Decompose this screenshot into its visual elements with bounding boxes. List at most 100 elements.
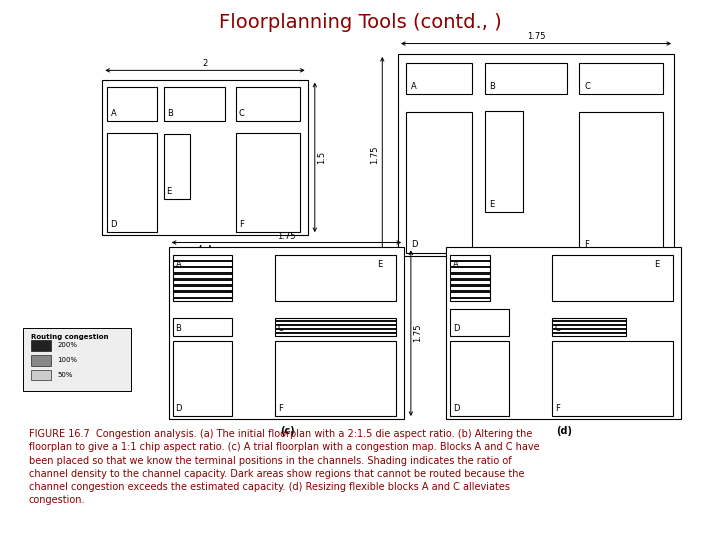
Bar bbox=[580, 112, 663, 253]
Text: D: D bbox=[410, 240, 417, 249]
Bar bbox=[485, 111, 523, 212]
Text: B: B bbox=[176, 323, 181, 333]
Text: C: C bbox=[278, 323, 284, 333]
Bar bbox=[580, 63, 663, 94]
Bar bbox=[549, 308, 617, 326]
Bar bbox=[485, 63, 567, 94]
Bar bbox=[173, 255, 232, 301]
Text: E: E bbox=[166, 187, 171, 195]
Bar bbox=[164, 87, 225, 121]
Bar bbox=[450, 284, 490, 287]
Bar bbox=[552, 324, 626, 326]
Text: 50%: 50% bbox=[58, 372, 73, 379]
Text: A: A bbox=[410, 82, 416, 91]
Bar bbox=[272, 308, 404, 326]
Bar bbox=[173, 341, 232, 416]
Bar bbox=[168, 308, 236, 325]
Bar bbox=[173, 278, 232, 281]
Bar bbox=[446, 307, 681, 330]
Text: 1.75: 1.75 bbox=[370, 146, 379, 164]
Bar bbox=[239, 312, 269, 340]
Text: E: E bbox=[654, 260, 660, 269]
Bar bbox=[173, 284, 232, 287]
Text: (a): (a) bbox=[197, 246, 212, 255]
Bar bbox=[275, 255, 396, 301]
Text: A: A bbox=[111, 109, 117, 118]
Text: D: D bbox=[453, 404, 459, 413]
Bar bbox=[275, 341, 396, 416]
Text: C: C bbox=[555, 323, 561, 333]
Text: F: F bbox=[278, 404, 282, 413]
Text: 1.75: 1.75 bbox=[527, 32, 545, 41]
Text: E: E bbox=[377, 260, 382, 269]
Text: C: C bbox=[584, 82, 590, 91]
Text: B: B bbox=[167, 109, 173, 118]
Bar bbox=[30, 370, 50, 381]
Bar bbox=[235, 87, 300, 121]
Bar bbox=[450, 278, 490, 281]
Text: (d): (d) bbox=[557, 426, 572, 436]
Text: (b): (b) bbox=[528, 268, 545, 278]
Bar bbox=[275, 318, 396, 336]
Bar bbox=[450, 272, 490, 275]
Bar bbox=[168, 307, 404, 330]
Text: D: D bbox=[111, 220, 117, 229]
Bar bbox=[107, 132, 157, 232]
Bar bbox=[450, 266, 490, 268]
Bar bbox=[173, 272, 232, 275]
Text: 2: 2 bbox=[202, 59, 207, 68]
Bar bbox=[398, 54, 674, 256]
Text: F: F bbox=[555, 404, 559, 413]
Text: E: E bbox=[490, 200, 495, 209]
Bar bbox=[275, 332, 396, 334]
Bar bbox=[406, 63, 472, 94]
Bar bbox=[275, 328, 396, 330]
Bar bbox=[173, 260, 232, 262]
Bar bbox=[275, 324, 396, 326]
Bar bbox=[450, 255, 490, 301]
Bar bbox=[450, 341, 509, 416]
Bar bbox=[406, 112, 472, 253]
Bar bbox=[450, 309, 509, 336]
Bar bbox=[236, 307, 272, 419]
Text: 1.5: 1.5 bbox=[317, 151, 326, 164]
Bar bbox=[450, 260, 490, 262]
Text: 1.75: 1.75 bbox=[277, 232, 296, 240]
Bar bbox=[173, 266, 232, 268]
Bar bbox=[552, 341, 673, 416]
Bar bbox=[102, 80, 307, 235]
Bar bbox=[552, 328, 626, 330]
Text: 200%: 200% bbox=[58, 342, 77, 348]
Bar bbox=[164, 133, 189, 199]
Text: D: D bbox=[176, 404, 182, 413]
Bar bbox=[513, 307, 549, 419]
Bar bbox=[552, 255, 673, 301]
Text: A: A bbox=[176, 260, 181, 269]
Text: Routing congestion: Routing congestion bbox=[30, 334, 108, 341]
Bar bbox=[239, 375, 269, 395]
Bar bbox=[30, 355, 50, 366]
Bar bbox=[236, 307, 272, 330]
Text: Floorplanning Tools (contd., ): Floorplanning Tools (contd., ) bbox=[219, 14, 501, 32]
Bar bbox=[552, 332, 626, 334]
Text: C: C bbox=[239, 109, 245, 118]
Bar bbox=[516, 360, 546, 389]
Text: F: F bbox=[584, 240, 589, 249]
Bar bbox=[239, 348, 269, 370]
Text: B: B bbox=[490, 82, 495, 91]
Bar bbox=[450, 291, 490, 293]
Bar bbox=[173, 291, 232, 293]
Text: 1.75: 1.75 bbox=[413, 324, 423, 342]
Bar bbox=[552, 318, 626, 336]
Text: FIGURE 16.7  Congestion analysis. (a) The initial floorplan with a 2:1.5 die asp: FIGURE 16.7 Congestion analysis. (a) The… bbox=[29, 429, 539, 505]
Bar bbox=[107, 87, 157, 121]
Bar bbox=[450, 296, 490, 299]
Text: (c): (c) bbox=[280, 426, 294, 436]
Bar bbox=[235, 132, 300, 232]
Bar bbox=[173, 318, 232, 336]
Bar bbox=[513, 307, 549, 330]
Text: 100%: 100% bbox=[58, 357, 78, 363]
Bar bbox=[239, 399, 269, 416]
Text: D: D bbox=[453, 323, 459, 333]
Bar bbox=[173, 296, 232, 299]
